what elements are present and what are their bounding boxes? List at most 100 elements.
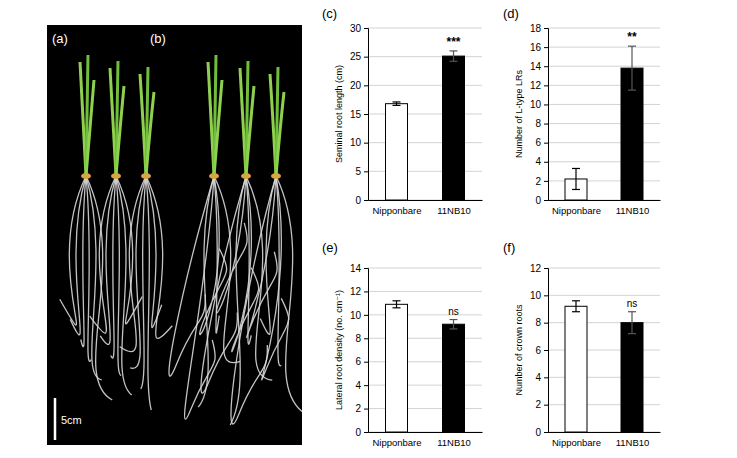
root (185, 176, 216, 419)
significance-label: ns (448, 306, 459, 317)
y-tick: 4 (535, 372, 548, 383)
x-tick-label: Nipponbare (372, 205, 421, 216)
y-tick-mark (364, 171, 368, 172)
y-tick-mark (544, 104, 548, 105)
y-tick: 15 (350, 109, 368, 120)
y-tick: 10 (350, 310, 368, 321)
error-bar-cap (628, 333, 636, 334)
y-tick-label: 8 (535, 118, 541, 129)
y-tick: 16 (530, 42, 548, 53)
bar-chart: 051015202530Nipponbare11NB10Seminal root… (322, 6, 483, 216)
y-axis: 024681012141618 (530, 23, 549, 206)
x-tick: 11NB10 (616, 200, 650, 216)
y-axis: 02468101214 (350, 263, 369, 438)
error-bar (393, 301, 401, 308)
error-bar-cap (393, 300, 401, 301)
y-tick-mark (544, 143, 548, 144)
y-tick-label: 25 (350, 51, 362, 62)
y-tick: 8 (355, 333, 368, 344)
error-bar-cap (628, 46, 636, 47)
plot-area (565, 301, 643, 432)
scale-bar-label: 5cm (61, 414, 82, 426)
error-bar-stem (575, 301, 576, 312)
x-tick-label: 11NB10 (616, 205, 650, 216)
x-tick: Nipponbare (552, 200, 601, 216)
y-tick: 6 (355, 356, 368, 367)
y-tick-mark (364, 315, 368, 316)
y-tick-mark (544, 162, 548, 163)
x-axis-line (549, 200, 661, 201)
seed (141, 173, 151, 179)
y-axis-line (364, 269, 369, 433)
y-tick-mark (544, 124, 548, 125)
y-tick: 12 (530, 263, 548, 274)
leaf (246, 86, 254, 176)
root (86, 176, 91, 361)
y-tick-label: 2 (535, 399, 541, 410)
y-tick: 12 (530, 80, 548, 91)
y-axis-title: Number of crown roots (514, 304, 524, 396)
y-tick-mark (544, 200, 548, 201)
error-bar-stem (453, 51, 454, 61)
y-tick-mark (544, 432, 548, 433)
grid-line (548, 47, 660, 48)
root (116, 176, 132, 395)
y-tick: 4 (535, 156, 548, 167)
x-tick: Nipponbare (552, 432, 601, 448)
panel-label: (b) (150, 31, 166, 46)
x-axis: Nipponbare 11NB10 (369, 200, 483, 216)
panel-label: (a) (52, 31, 68, 46)
y-tick-mark (544, 295, 548, 296)
y-axis-line (544, 29, 549, 201)
photo-background (47, 25, 302, 445)
grid-line (548, 295, 660, 296)
y-tick-label: 2 (535, 176, 541, 187)
root (276, 176, 302, 412)
y-axis-title: Seminal root length (cm) (334, 65, 344, 163)
x-tick: Nipponbare (372, 200, 421, 216)
plot-area (565, 46, 643, 200)
y-tick-label: 4 (535, 372, 541, 383)
panel-label: (c) (322, 6, 337, 21)
y-tick-label: 2 (355, 403, 361, 414)
y-tick: 30 (350, 23, 368, 34)
panel-label: (d) (503, 6, 519, 21)
y-tick: 8 (535, 317, 548, 328)
y-tick: 0 (355, 195, 368, 206)
y-tick-label: 0 (355, 427, 361, 438)
error-bar (572, 168, 580, 189)
significance-label: *** (446, 35, 460, 49)
root (60, 176, 86, 325)
shoots (80, 55, 284, 179)
root (86, 176, 112, 400)
y-tick-mark (364, 268, 368, 269)
panel-label: (f) (503, 240, 515, 255)
y-tick-label: 18 (530, 23, 542, 34)
y-tick-mark (364, 385, 368, 386)
y-axis-title: Lateral root density (no. cm⁻¹) (334, 290, 344, 410)
y-tick: 6 (535, 137, 548, 148)
significance-label: ns (627, 298, 638, 309)
y-tick-mark (544, 350, 548, 351)
error-bar-cap (450, 50, 458, 51)
y-tick-label: 10 (530, 99, 542, 110)
root (247, 176, 278, 337)
y-tick: 14 (350, 263, 368, 274)
x-axis-line (369, 432, 483, 433)
grid (368, 28, 482, 200)
seed (209, 173, 219, 179)
y-tick-mark (364, 338, 368, 339)
y-tick-mark (364, 291, 368, 292)
figure: (a)(b)5cm051015202530Nipponbare11NB10Sem… (0, 0, 737, 458)
plot-area (386, 301, 465, 432)
x-tick-label: 11NB10 (437, 205, 471, 216)
y-tick: 6 (535, 345, 548, 356)
error-bar-stem (631, 46, 632, 90)
y-axis-line (544, 269, 549, 433)
root (86, 176, 102, 380)
y-tick-label: 0 (535, 195, 541, 206)
y-tick-label: 14 (350, 263, 362, 274)
seed (111, 173, 121, 179)
x-tick-label: 11NB10 (437, 437, 471, 448)
error-bar-cap (450, 61, 458, 62)
